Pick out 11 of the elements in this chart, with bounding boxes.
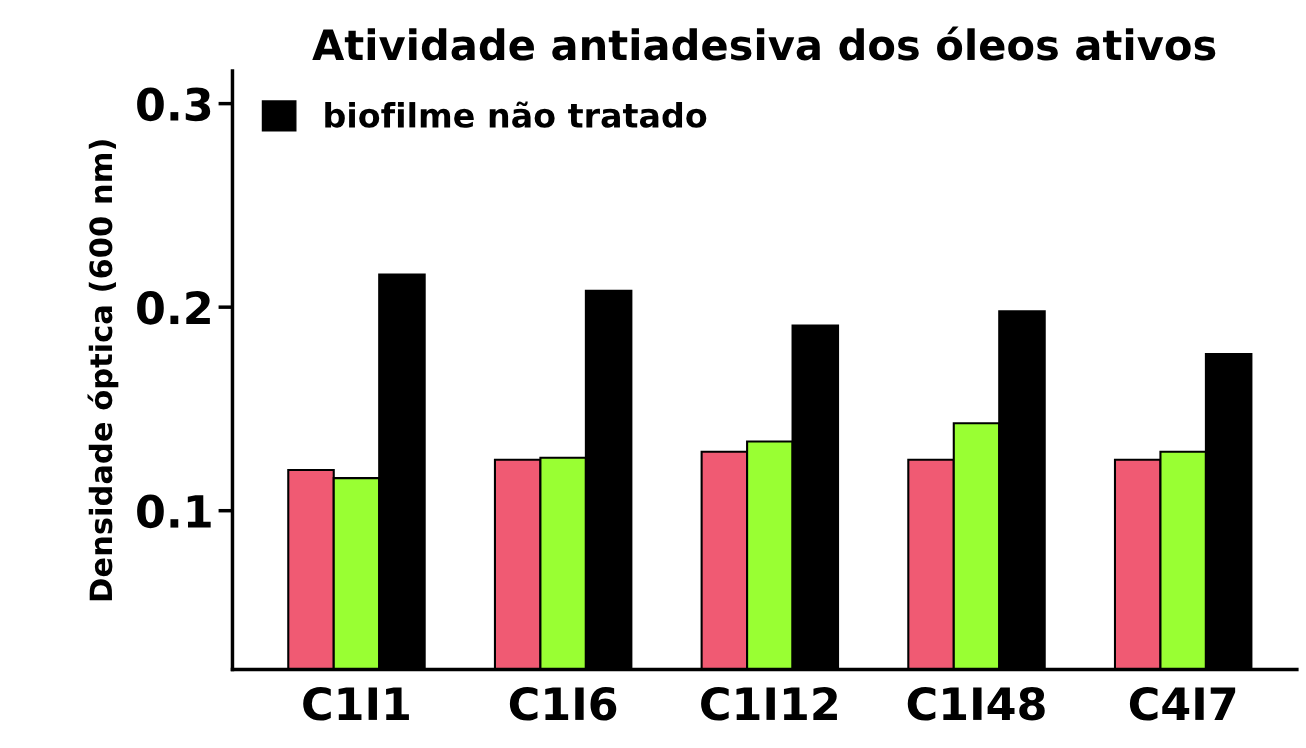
x-tick-label: C1I48 [907, 686, 1045, 721]
y-tick-label: 0.3 [137, 87, 211, 122]
x-tick-label: C1I12 [701, 686, 837, 721]
x-tick-label: C1I6 [509, 686, 617, 721]
y-axis-title: Densidade óptica (600 nm) [87, 140, 119, 601]
x-tick-label: C1I1 [303, 686, 409, 721]
y-tick-label: 0.2 [137, 291, 210, 325]
chart-title: Atividade antiadesiva dos óleos ativos [312, 26, 1216, 61]
legend-label: biofilme não tratado [325, 101, 707, 128]
x-tick-label: C4I7 [1129, 686, 1236, 721]
y-tick-label: 0.1 [137, 494, 211, 529]
